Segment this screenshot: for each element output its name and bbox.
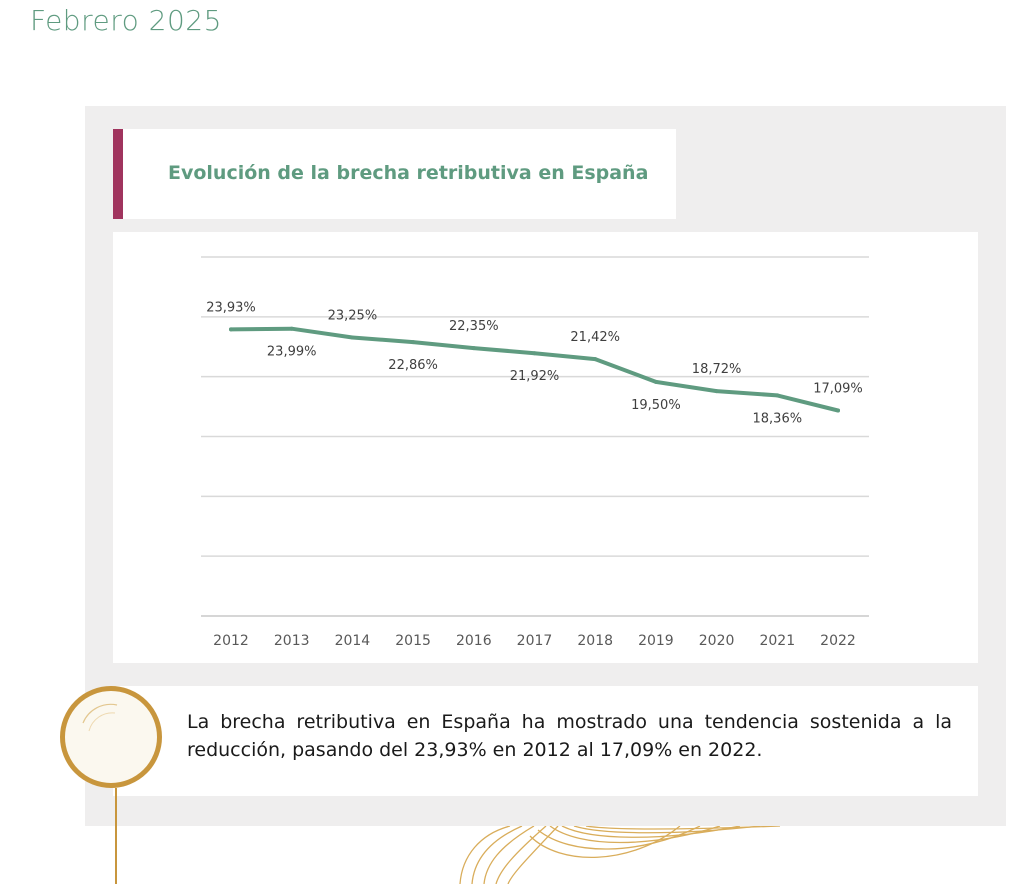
data-label: 18,72% [692, 362, 742, 377]
page-date: Febrero 2025 [30, 4, 222, 37]
x-tick-label: 2018 [577, 633, 613, 649]
data-point [350, 335, 355, 340]
x-tick-label: 2014 [335, 633, 371, 649]
title-accent-bar [113, 129, 123, 219]
x-tick-label: 2022 [820, 633, 856, 649]
x-tick-label: 2015 [395, 633, 431, 649]
x-tick-label: 2019 [638, 633, 674, 649]
x-tick-label: 2013 [274, 633, 310, 649]
data-label: 19,50% [631, 398, 681, 413]
data-point [289, 326, 294, 331]
data-point [653, 379, 658, 384]
chart-title: Evolución de la brecha retributiva en Es… [168, 162, 649, 184]
x-tick-label: 2012 [213, 633, 249, 649]
data-label: 22,86% [388, 358, 438, 373]
data-point [714, 389, 719, 394]
chart-title-box: Evolución de la brecha retributiva en Es… [113, 129, 676, 219]
data-label: 23,25% [328, 308, 378, 323]
data-label: 23,93% [206, 300, 256, 315]
data-point [593, 357, 598, 362]
line-chart: 2012 2013 2014 2015 2016 2017 2018 2019 2020 2021… [201, 256, 869, 649]
contour-waves-icon [459, 826, 781, 884]
gold-ring-icon [60, 686, 162, 788]
data-label: 21,92% [510, 369, 560, 384]
data-point [229, 327, 233, 332]
x-tick-label: 2016 [456, 633, 492, 649]
data-point [411, 340, 416, 345]
chart-area: 2012 2013 2014 2015 2016 2017 2018 2019 2020 2021… [113, 232, 978, 663]
data-label: 21,42% [570, 330, 620, 345]
data-label: 23,99% [267, 345, 317, 360]
x-tick-label: 2017 [517, 633, 553, 649]
data-label: 17,09% [813, 381, 863, 396]
data-label: 22,35% [449, 319, 499, 334]
data-point [532, 351, 537, 356]
data-point [836, 408, 840, 413]
x-tick-label: 2021 [759, 633, 795, 649]
data-point [471, 346, 476, 351]
data-label: 18,36% [753, 411, 803, 426]
data-point [775, 393, 780, 398]
summary-text: La brecha retributiva en España ha mostr… [187, 711, 952, 761]
summary-box: La brecha retributiva en España ha mostr… [113, 686, 978, 796]
x-tick-label: 2020 [699, 633, 735, 649]
decorative-vertical-line [115, 788, 117, 884]
